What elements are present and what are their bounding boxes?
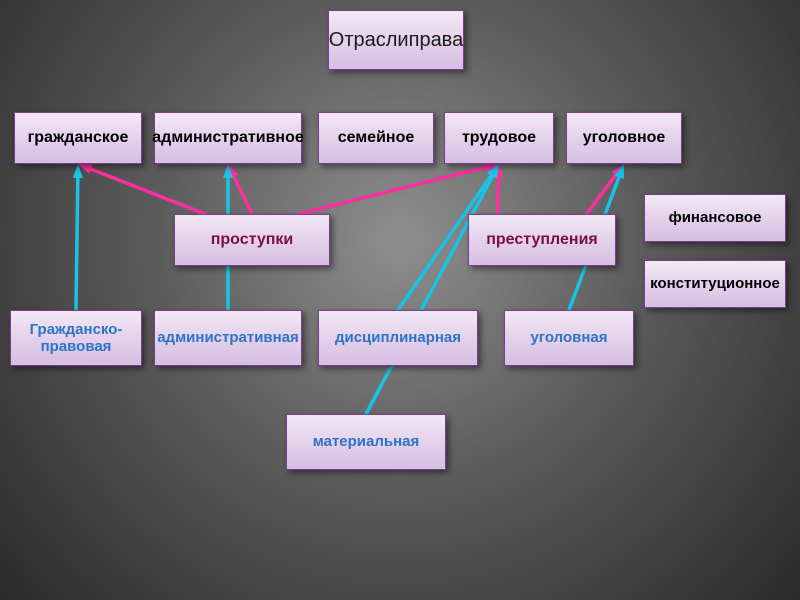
node-family: семейное xyxy=(318,112,434,164)
node-constitutional: конституционное xyxy=(644,260,786,308)
node-discipl_liab: дисциплинарная xyxy=(318,310,478,366)
node-civil_liab: Гражданско-правовая xyxy=(10,310,142,366)
node-crim_liab: уголовная xyxy=(504,310,634,366)
node-civil: гражданское xyxy=(14,112,142,164)
node-root: Отраслиправа xyxy=(328,10,464,70)
diagram-stage: Отраслиправа гражданскоеадминистративное с… xyxy=(0,0,800,600)
node-admin: административное xyxy=(154,112,302,164)
node-criminal: уголовное xyxy=(566,112,682,164)
node-misdemeanors: проступки xyxy=(174,214,330,266)
node-financial: финансовое xyxy=(644,194,786,242)
node-labor: трудовое xyxy=(444,112,554,164)
node-crimes: преступления xyxy=(468,214,616,266)
node-material_liab: материальная xyxy=(286,414,446,470)
node-admin_liab: административная xyxy=(154,310,302,366)
